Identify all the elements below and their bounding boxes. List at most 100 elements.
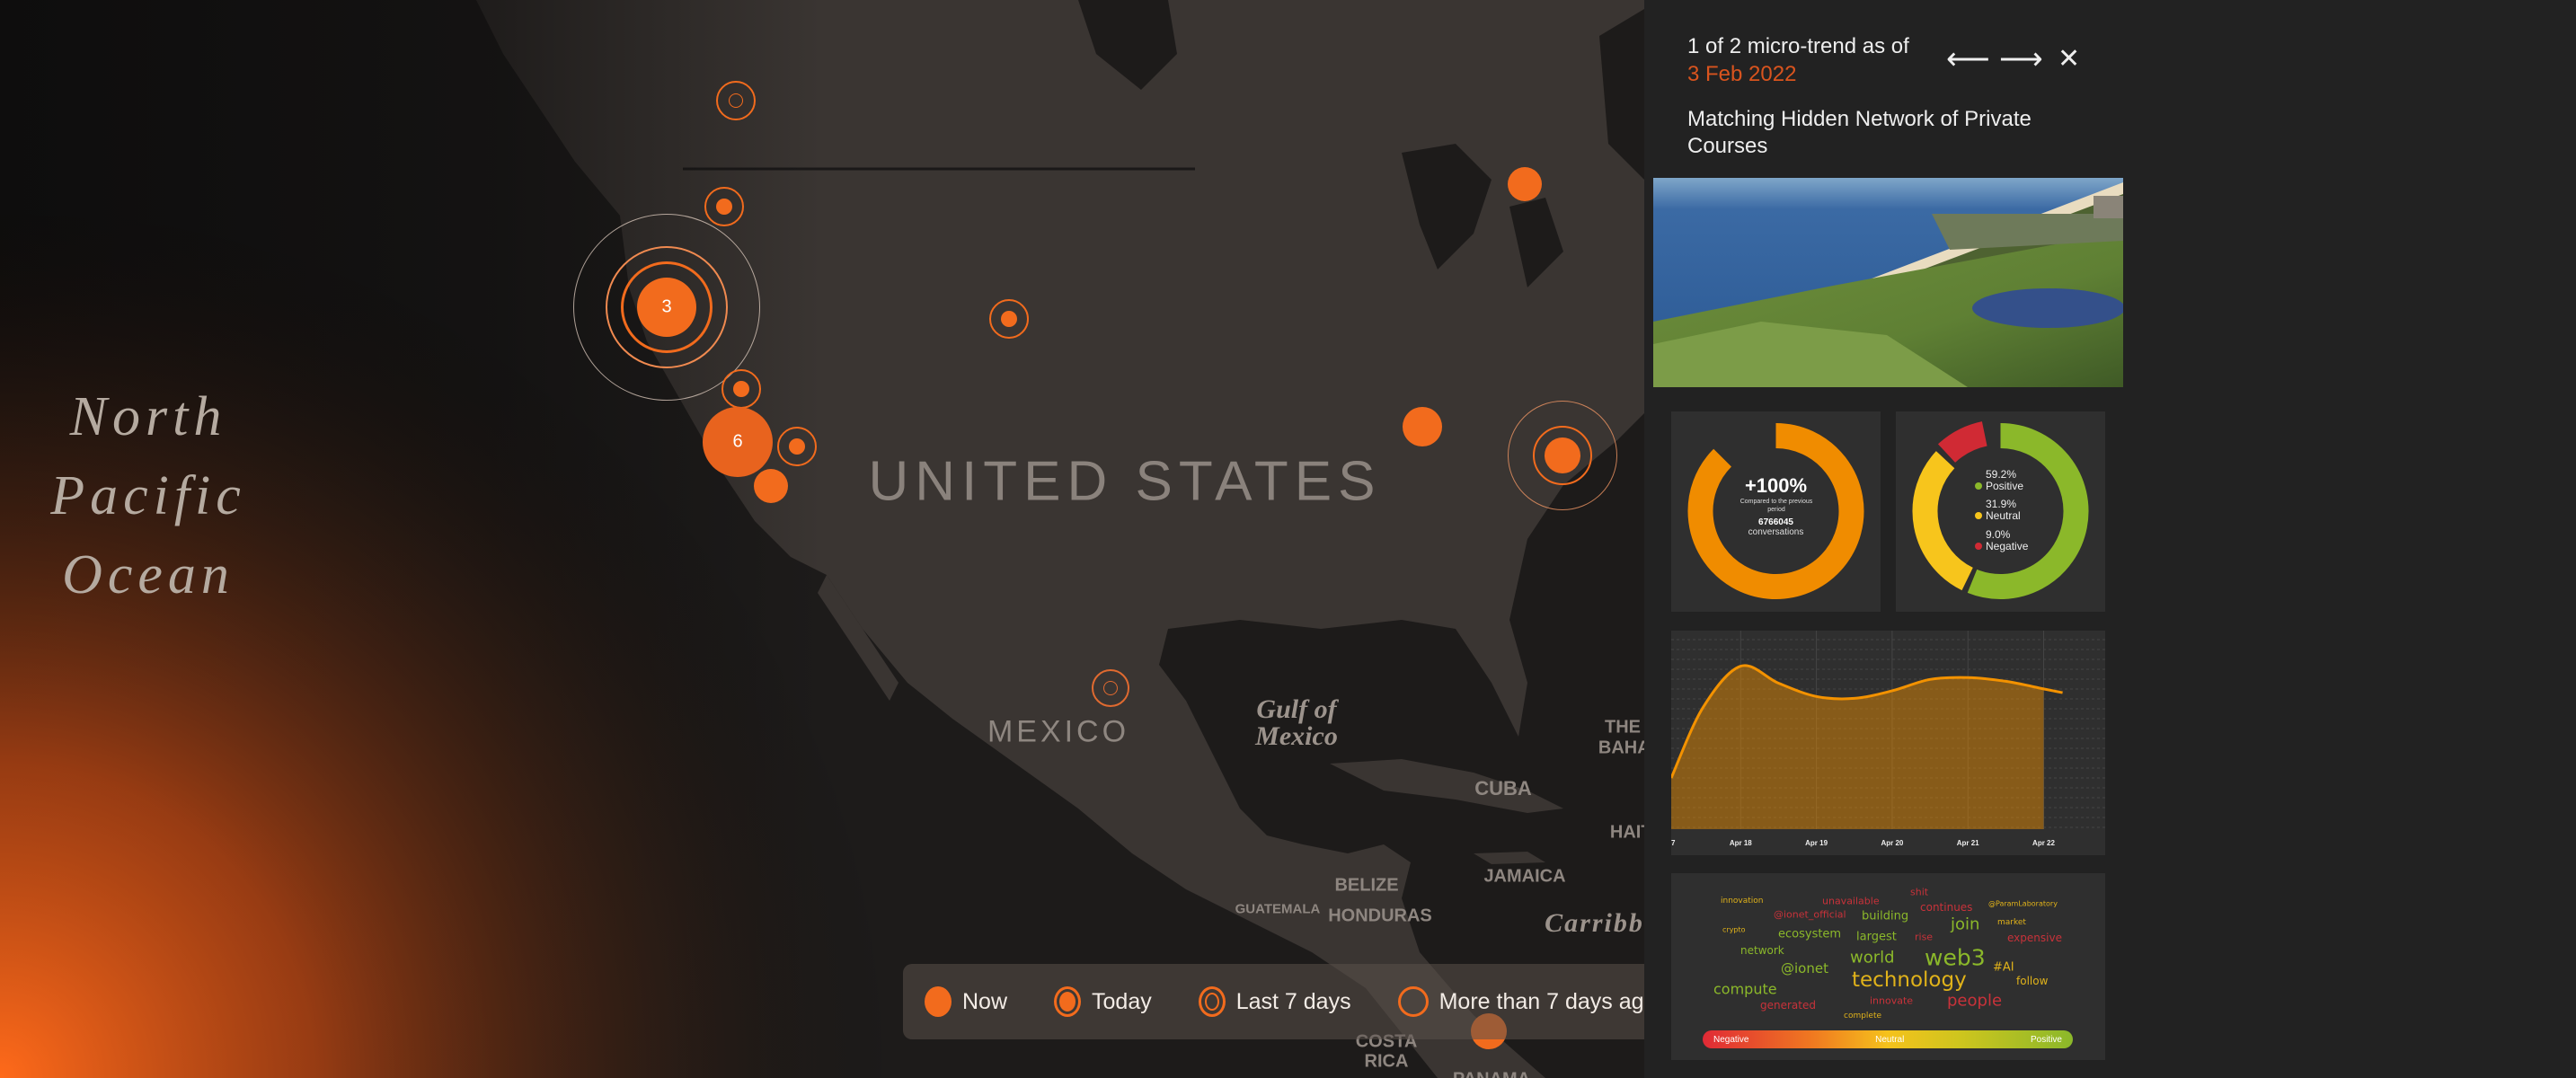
trend-chart-card: 7 Apr 18 Apr 19 Apr 20 Apr 21 Apr 22 bbox=[1664, 631, 2120, 855]
x-tick-label: Apr 18 bbox=[1729, 839, 1752, 847]
word-cloud-word[interactable]: @ionet bbox=[1781, 960, 1828, 976]
word-cloud-word[interactable]: crypto bbox=[1722, 925, 1746, 934]
marker-today[interactable] bbox=[721, 369, 761, 409]
sentiment-donut bbox=[1912, 421, 2089, 599]
word-cloud-card: innovation unavailable shit @ParamLaborator… bbox=[1671, 873, 2105, 1060]
label-mexico: MEXICO bbox=[987, 714, 1130, 749]
word-cloud-word[interactable]: building bbox=[1862, 909, 1909, 923]
close-icon: ✕ bbox=[2058, 44, 2081, 74]
map[interactable]: North Pacific Ocean UNITED STATES MEXICO… bbox=[0, 0, 1644, 1078]
word-cloud-word[interactable]: shit bbox=[1910, 886, 1929, 898]
word-cloud-word[interactable]: join bbox=[1951, 915, 1980, 934]
word-cloud-word[interactable]: technology bbox=[1852, 968, 1967, 992]
negative-dot-icon bbox=[1975, 543, 1982, 550]
now-dot-icon bbox=[925, 986, 952, 1017]
marker-count: 6 bbox=[732, 431, 743, 452]
word-cloud-word[interactable]: #AI bbox=[1993, 960, 2014, 975]
legend-older-label: More than 7 days ago bbox=[1438, 988, 1644, 1014]
marker-now[interactable] bbox=[754, 469, 788, 503]
legend-older[interactable]: More than 7 days ago bbox=[1397, 986, 1644, 1017]
label-bahamas-line1: THE bbox=[1605, 717, 1641, 738]
marker-today[interactable] bbox=[704, 187, 744, 226]
word-cloud-word[interactable]: innovate bbox=[1870, 994, 1914, 1007]
legend-today-label: Today bbox=[1092, 988, 1152, 1014]
word-cloud-word[interactable]: people bbox=[1947, 991, 2003, 1011]
scale-negative-label: Negative bbox=[1713, 1034, 1749, 1045]
word-cloud-word[interactable]: market bbox=[1997, 918, 2026, 927]
marker-count: 3 bbox=[661, 296, 672, 317]
word-cloud-word[interactable]: web3 bbox=[1925, 944, 1986, 971]
word-cloud-word[interactable]: continues bbox=[1920, 901, 1973, 914]
legend-now-label: Now bbox=[962, 988, 1008, 1014]
word-cloud-word[interactable]: ecosystem bbox=[1778, 927, 1842, 941]
marker-today[interactable] bbox=[1508, 401, 1617, 510]
label-costa-rica-line2: RICA bbox=[1364, 1051, 1409, 1072]
word-cloud-word[interactable]: unavailable bbox=[1822, 895, 1880, 907]
word-cloud-word[interactable]: compute bbox=[1713, 980, 1777, 998]
today-ring-dot-icon bbox=[1054, 986, 1082, 1017]
marker-inner-ring bbox=[1103, 681, 1118, 695]
marker-last-7-days[interactable] bbox=[1092, 669, 1129, 707]
volume-card: +100% Compared to the previous period 67… bbox=[1671, 411, 1881, 612]
trend-date: 3 Feb 2022 bbox=[1687, 62, 1797, 86]
word-cloud-word[interactable]: @ionet_official bbox=[1774, 908, 1846, 921]
ocean-label: North Pacific Ocean bbox=[36, 377, 261, 614]
legend-today[interactable]: Today bbox=[1054, 986, 1152, 1017]
word-cloud-word[interactable]: generated bbox=[1760, 999, 1816, 1012]
sentiment-positive-pct: 59.2% bbox=[1986, 468, 2017, 481]
trend-title: Matching Hidden Network of Private Cours… bbox=[1687, 107, 2032, 158]
marker-now[interactable] bbox=[1508, 167, 1542, 201]
volume-arc bbox=[1687, 423, 1864, 599]
marker-today[interactable] bbox=[989, 299, 1029, 339]
label-bahamas-line2: BAHAMAS bbox=[1598, 738, 1644, 758]
marker-cluster-ring bbox=[621, 261, 713, 353]
sentiment-positive: 59.2% Positive bbox=[1975, 469, 2023, 492]
label-cuba: CUBA bbox=[1474, 777, 1532, 800]
volume-donut bbox=[1687, 423, 1864, 599]
marker-dot bbox=[1001, 311, 1017, 327]
sentiment-card: 59.2% Positive 31.9% Neutral 9.0% Negative bbox=[1896, 411, 2105, 612]
label-panama: PANAMA bbox=[1453, 1070, 1530, 1078]
positive-dot-icon bbox=[1975, 482, 1982, 490]
word-cloud-word[interactable]: largest bbox=[1856, 930, 1897, 944]
legend-now[interactable]: Now bbox=[925, 986, 1007, 1017]
next-button[interactable]: ⟶ bbox=[1999, 41, 2043, 77]
close-button[interactable]: ✕ bbox=[2058, 41, 2080, 77]
label-caribbean: Carribbean bbox=[1545, 908, 1644, 938]
label-gulf-line2: Mexico bbox=[1255, 721, 1338, 751]
word-cloud-word[interactable]: rise bbox=[1915, 931, 1934, 943]
sentiment-neutral: 31.9% Neutral bbox=[1975, 499, 2021, 522]
word-cloud-word[interactable]: @ParamLaboratory bbox=[1988, 899, 2058, 908]
x-tick-label: Apr 19 bbox=[1805, 839, 1828, 847]
marker-now-cluster[interactable]: 6 bbox=[703, 407, 773, 477]
scale-positive-label: Positive bbox=[2030, 1034, 2062, 1045]
label-united-states: UNITED STATES bbox=[868, 450, 1382, 513]
x-tick-label: Apr 22 bbox=[2032, 839, 2055, 847]
label-belize: BELIZE bbox=[1334, 875, 1399, 896]
label-gulf-line1: Gulf of bbox=[1256, 694, 1337, 724]
trend-counter: 1 of 2 micro-trend as of 3 Feb 2022 bbox=[1687, 32, 1909, 88]
word-cloud-word[interactable]: expensive bbox=[2007, 932, 2062, 944]
sentiment-neutral-pct: 31.9% bbox=[1986, 498, 2017, 510]
word-cloud-word[interactable]: follow bbox=[2016, 975, 2049, 987]
marker-cluster[interactable]: 3 bbox=[573, 214, 760, 401]
arrow-left-icon: ⟵ bbox=[1946, 42, 1990, 76]
neutral-dot-icon bbox=[1975, 512, 1982, 519]
arrow-right-icon: ⟶ bbox=[1999, 42, 2043, 76]
sentiment-positive-label: Positive bbox=[1986, 480, 2024, 492]
legend-last-7-days[interactable]: Last 7 days bbox=[1198, 986, 1351, 1017]
marker-last-7-days[interactable] bbox=[716, 81, 756, 120]
conversation-count-label: conversations bbox=[1748, 527, 1804, 537]
word-cloud-word[interactable]: innovation bbox=[1721, 897, 1764, 906]
x-tick-label: 7 bbox=[1671, 839, 1676, 847]
trend-counter-text: 1 of 2 micro-trend as of bbox=[1687, 34, 1909, 58]
previous-button[interactable]: ⟵ bbox=[1946, 41, 1990, 77]
word-cloud-word[interactable]: complete bbox=[1844, 1012, 1882, 1021]
marker-now[interactable] bbox=[1403, 407, 1442, 446]
word-cloud-word[interactable]: world bbox=[1850, 948, 1895, 968]
sentiment-negative: 9.0% Negative bbox=[1975, 529, 2028, 552]
marker-today[interactable] bbox=[777, 427, 817, 466]
ring-icon bbox=[1397, 986, 1429, 1017]
volume-change: +100% bbox=[1744, 474, 1808, 497]
word-cloud-word[interactable]: network bbox=[1740, 944, 1784, 957]
